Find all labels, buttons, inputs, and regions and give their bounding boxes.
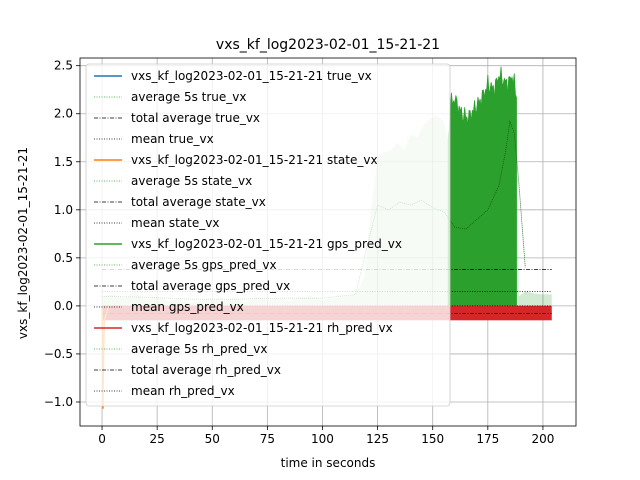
- x-tick-label: 25: [150, 432, 165, 446]
- legend-entry: vxs_kf_log2023-02-01_15-21-21 state_vx: [131, 153, 378, 167]
- y-tick-label: 1.0: [54, 203, 73, 217]
- y-tick-label: 0.5: [54, 251, 73, 265]
- legend-entry: total average true_vx: [131, 111, 260, 125]
- y-tick-label: 2.0: [54, 107, 73, 121]
- y-tick-label: −1.0: [44, 395, 73, 409]
- x-tick-label: 50: [205, 432, 220, 446]
- legend-entry: average 5s gps_pred_vx: [131, 258, 277, 272]
- legend-entry: mean true_vx: [131, 132, 214, 146]
- legend-entry: total average gps_pred_vx: [131, 279, 290, 293]
- x-axis-label: time in seconds: [281, 456, 376, 470]
- axes-frame: [79, 57, 577, 427]
- x-tick-label: 0: [98, 432, 106, 446]
- legend-box: [85, 63, 451, 407]
- legend-entry: mean gps_pred_vx: [131, 300, 244, 314]
- legend-entry: total average rh_pred_vx: [131, 363, 281, 377]
- x-tick-label: 125: [366, 432, 389, 446]
- chart-title: vxs_kf_log2023-02-01_15-21-21: [216, 37, 440, 53]
- legend-entry: mean rh_pred_vx: [131, 384, 235, 398]
- x-tick-label: 75: [260, 432, 275, 446]
- x-tick-label: 175: [476, 432, 499, 446]
- x-tick-label: 200: [531, 432, 554, 446]
- y-tick-label: 1.5: [54, 155, 73, 169]
- x-tick-label: 100: [311, 432, 334, 446]
- legend-entry: average 5s state_vx: [131, 174, 252, 188]
- y-tick-label: −0.5: [44, 347, 73, 361]
- x-tick-label: 150: [421, 432, 444, 446]
- legend-entry: vxs_kf_log2023-02-01_15-21-21 rh_pred_vx: [131, 321, 393, 335]
- legend-entry: vxs_kf_log2023-02-01_15-21-21 gps_pred_v…: [131, 237, 402, 251]
- legend-entry: vxs_kf_log2023-02-01_15-21-21 true_vx: [131, 69, 372, 83]
- y-tick-label: 0.0: [54, 299, 73, 313]
- y-tick-label: 2.5: [54, 59, 73, 73]
- y-axis-label: vxs_kf_log2023-02-01_15-21-21: [16, 147, 30, 339]
- legend-entry: average 5s rh_pred_vx: [131, 342, 267, 356]
- legend-entry: mean state_vx: [131, 216, 219, 230]
- gps-pred-series-line: [447, 66, 517, 307]
- legend-entry: average 5s true_vx: [131, 90, 246, 104]
- plot-area: 0 25 50 75 100 125 150 175 200 −1.0 −0.5 0.0 0.5 1.0 1…: [44, 57, 577, 446]
- legend-entry: total average state_vx: [131, 195, 266, 209]
